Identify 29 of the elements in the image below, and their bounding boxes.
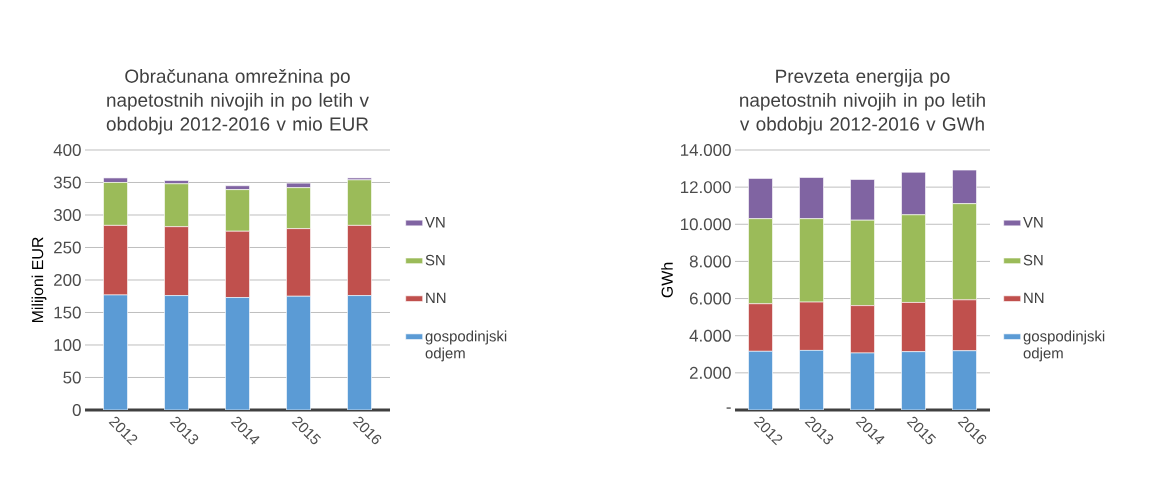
y-tick-label: 2.000 — [689, 366, 731, 379]
y-tick-label: 12.000 — [680, 181, 731, 194]
y-tick-label: 250 — [54, 241, 81, 254]
y-tick-label: 350 — [53, 176, 81, 189]
legend-label: gospodinjski odjem — [1023, 330, 1105, 362]
y-tick-label: 14.000 — [680, 143, 731, 156]
y-tick-label: 300 — [53, 208, 81, 221]
y-tick-label: 400 — [53, 143, 81, 156]
legend-label: gospodinjski odjem — [425, 330, 507, 362]
y-axis-title: Milijoni EUR — [31, 237, 47, 323]
legend-label: NN — [426, 292, 446, 304]
y-tick-label: 150 — [54, 306, 81, 319]
legend-label: VN — [1023, 217, 1043, 228]
y-tick-label: 0 — [72, 403, 81, 416]
y-tick-label: - — [726, 407, 731, 409]
chart-title: Obračunana omrežnina po napetostnih nivojih in po letih v obdobju 2012-2016 v mio EUR — [106, 68, 369, 135]
y-tick-label: 4.000 — [689, 329, 731, 342]
y-tick-label: 200 — [54, 273, 81, 286]
y-tick-label: 6.000 — [689, 292, 731, 305]
y-tick-label: 50 — [63, 371, 81, 384]
y-tick-label: 10.000 — [680, 218, 731, 231]
legend-label: VN — [425, 217, 445, 228]
legend-label: NN — [1024, 292, 1044, 304]
y-tick-label: 8.000 — [689, 255, 731, 268]
y-axis-title: GWh — [661, 262, 673, 298]
y-tick-label: 100 — [54, 338, 81, 351]
legend-label: SN — [1023, 254, 1043, 266]
chart-title: Prevzeta energija po napetostnih nivojih in po letih v obdobju 2012-2016 v GWh — [739, 69, 985, 135]
legend-label: SN — [425, 254, 445, 266]
